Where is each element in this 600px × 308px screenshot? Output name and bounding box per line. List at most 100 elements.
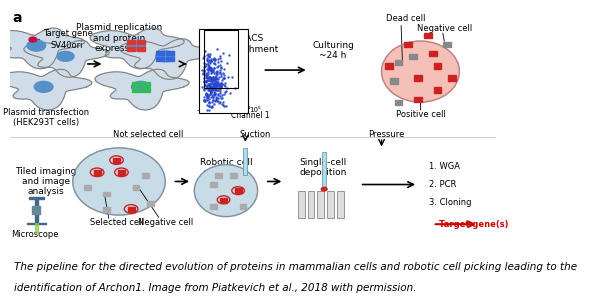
Bar	[166, 51, 174, 55]
Point	[206, 77, 215, 82]
Bar	[211, 182, 217, 187]
Bar	[147, 201, 154, 205]
Point	[211, 88, 220, 93]
Point	[202, 95, 212, 99]
Point	[205, 84, 215, 89]
Point	[199, 76, 209, 81]
Bar	[404, 42, 412, 47]
Point	[205, 107, 214, 112]
Point	[206, 66, 215, 71]
Point	[211, 57, 220, 62]
Point	[209, 61, 219, 66]
Polygon shape	[95, 69, 189, 110]
Bar	[84, 185, 91, 190]
Point	[200, 48, 209, 53]
Bar	[414, 97, 422, 102]
Text: 10⁵: 10⁵	[249, 107, 261, 113]
Point	[209, 57, 219, 62]
Text: 0: 0	[207, 99, 211, 105]
Point	[208, 81, 217, 86]
Point	[203, 62, 213, 67]
Bar	[142, 82, 149, 86]
Point	[209, 81, 219, 86]
Point	[208, 84, 217, 89]
Point	[217, 102, 227, 107]
Point	[207, 79, 217, 83]
Point	[219, 76, 229, 81]
Bar	[414, 75, 422, 81]
Point	[206, 70, 216, 75]
Bar	[337, 191, 344, 218]
Text: Negative cell: Negative cell	[417, 24, 472, 33]
Point	[213, 59, 223, 64]
Point	[202, 53, 211, 58]
Point	[222, 85, 232, 90]
Point	[210, 87, 220, 92]
Point	[204, 104, 214, 109]
Point	[205, 85, 214, 90]
Bar	[133, 185, 139, 190]
Point	[217, 92, 227, 97]
Point	[213, 79, 223, 84]
Point	[227, 75, 236, 80]
Point	[210, 76, 220, 81]
Point	[220, 83, 230, 88]
Point	[210, 91, 220, 96]
Point	[204, 82, 214, 87]
Point	[220, 104, 229, 109]
Ellipse shape	[57, 51, 74, 61]
Point	[199, 88, 209, 93]
Point	[207, 87, 217, 92]
Point	[199, 98, 209, 103]
Text: identification of Archon1. Image from Piatkevich et al., 2018 with permission.: identification of Archon1. Image from Pi…	[14, 283, 417, 293]
Point	[202, 74, 212, 79]
Text: 10³: 10³	[200, 75, 211, 81]
Point	[208, 79, 217, 83]
Bar	[166, 57, 174, 61]
Point	[209, 71, 218, 76]
Point	[209, 77, 219, 82]
Point	[215, 82, 224, 87]
Point	[211, 83, 220, 88]
Point	[208, 84, 217, 89]
Text: 1. WGA: 1. WGA	[429, 162, 460, 171]
Point	[197, 67, 207, 72]
Point	[210, 91, 220, 96]
Bar	[215, 173, 222, 178]
Point	[206, 89, 215, 94]
Point	[209, 89, 219, 94]
Point	[214, 70, 224, 75]
Point	[210, 58, 220, 63]
Point	[217, 81, 226, 86]
Point	[205, 76, 214, 81]
Point	[221, 89, 231, 94]
Text: 10²: 10²	[220, 107, 232, 113]
Point	[211, 96, 220, 101]
Bar	[32, 206, 40, 213]
Text: Robotic cell
extraction: Robotic cell extraction	[200, 158, 252, 177]
Point	[200, 99, 210, 103]
Point	[211, 95, 221, 100]
Point	[218, 95, 227, 100]
Point	[212, 98, 222, 103]
Point	[208, 69, 218, 74]
Point	[209, 85, 219, 90]
Bar	[385, 63, 393, 69]
Bar	[29, 197, 44, 199]
Point	[199, 71, 208, 76]
Point	[202, 79, 211, 84]
Point	[210, 62, 220, 67]
Point	[209, 83, 219, 88]
Point	[204, 83, 214, 88]
Point	[230, 85, 239, 90]
Point	[203, 82, 213, 87]
Point	[206, 89, 215, 94]
Point	[215, 67, 225, 72]
Point	[203, 65, 213, 70]
Point	[210, 77, 220, 82]
Ellipse shape	[27, 40, 46, 51]
Point	[209, 91, 219, 96]
Point	[206, 59, 216, 64]
Point	[212, 47, 222, 52]
Bar	[395, 60, 403, 66]
